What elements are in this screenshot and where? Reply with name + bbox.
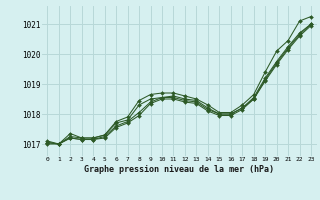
X-axis label: Graphe pression niveau de la mer (hPa): Graphe pression niveau de la mer (hPa) [84, 165, 274, 174]
